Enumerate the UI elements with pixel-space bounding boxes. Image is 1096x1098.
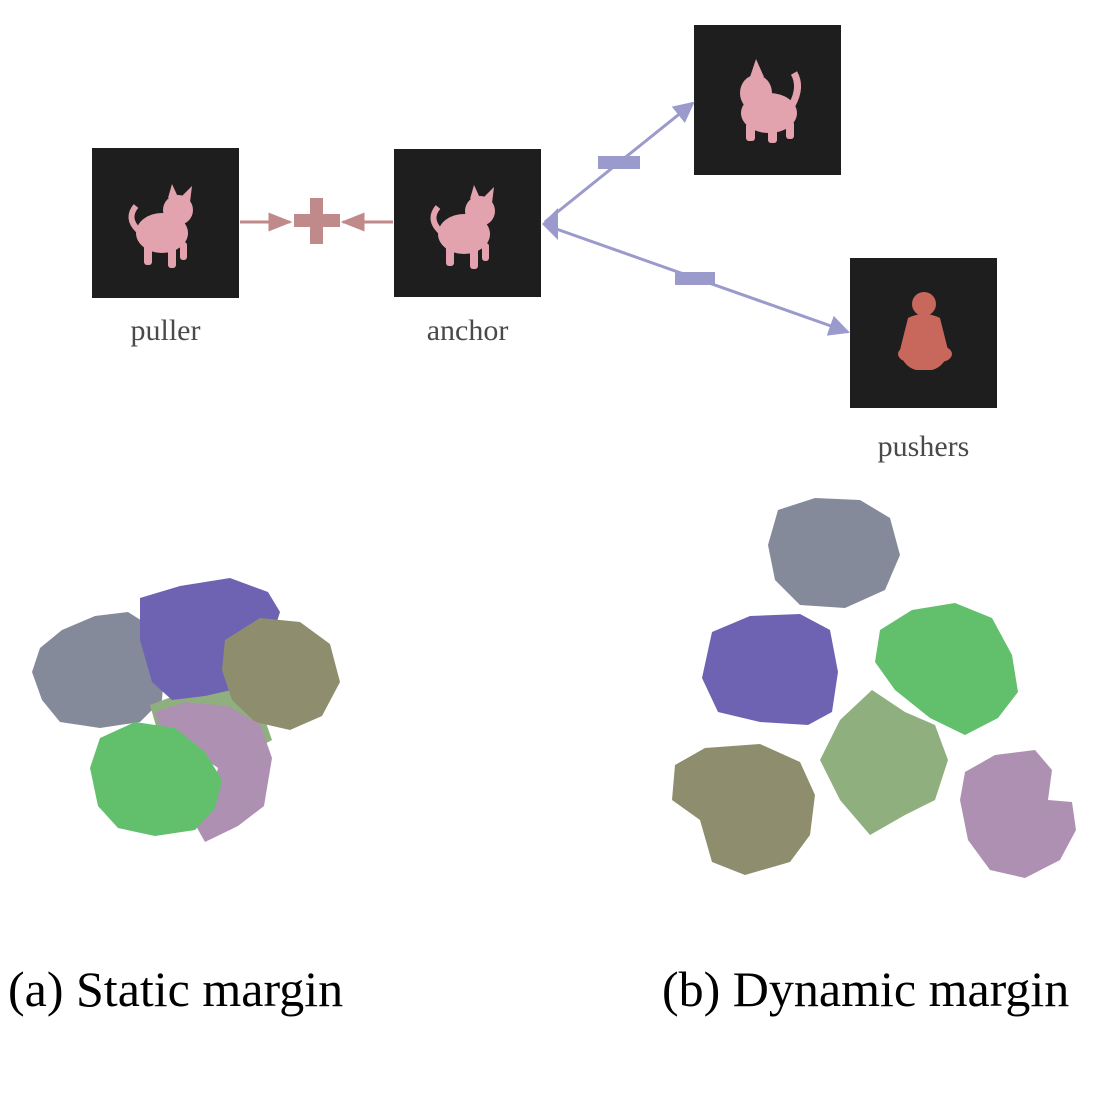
cluster-green: [90, 722, 222, 836]
cluster-purple: [702, 614, 838, 725]
cluster-gray: [32, 612, 165, 728]
cat-figure-icon: [740, 59, 801, 143]
minus-sign-bottom: [675, 272, 715, 285]
pusher-image-top: [694, 25, 841, 175]
dynamic-margin-clusters: [672, 498, 1076, 878]
cat-figure-icon: [128, 184, 193, 268]
anchor-label: anchor: [426, 314, 509, 347]
static-margin-clusters: [32, 578, 340, 842]
pushers-label: pushers: [877, 430, 970, 463]
push-arrow-head-anchor: [542, 208, 558, 240]
cluster-gray: [768, 498, 900, 608]
anchor-image: [394, 149, 541, 297]
puller-image: [92, 148, 239, 298]
cluster-mauve: [960, 750, 1076, 878]
figurine-icon: [898, 292, 952, 370]
plus-sign: [294, 198, 340, 244]
caption-dynamic-margin: (b) Dynamic margin: [662, 961, 1070, 1017]
cluster-olive: [222, 618, 340, 730]
caption-static-margin: (a) Static margin: [8, 961, 344, 1017]
cluster-green: [875, 603, 1018, 735]
cluster-olive: [672, 744, 815, 875]
pusher-image-bottom: [850, 258, 997, 408]
cluster-light-green: [820, 690, 948, 835]
puller-label: puller: [130, 314, 201, 347]
minus-sign-top: [598, 156, 640, 169]
cat-figure-icon: [430, 185, 495, 269]
